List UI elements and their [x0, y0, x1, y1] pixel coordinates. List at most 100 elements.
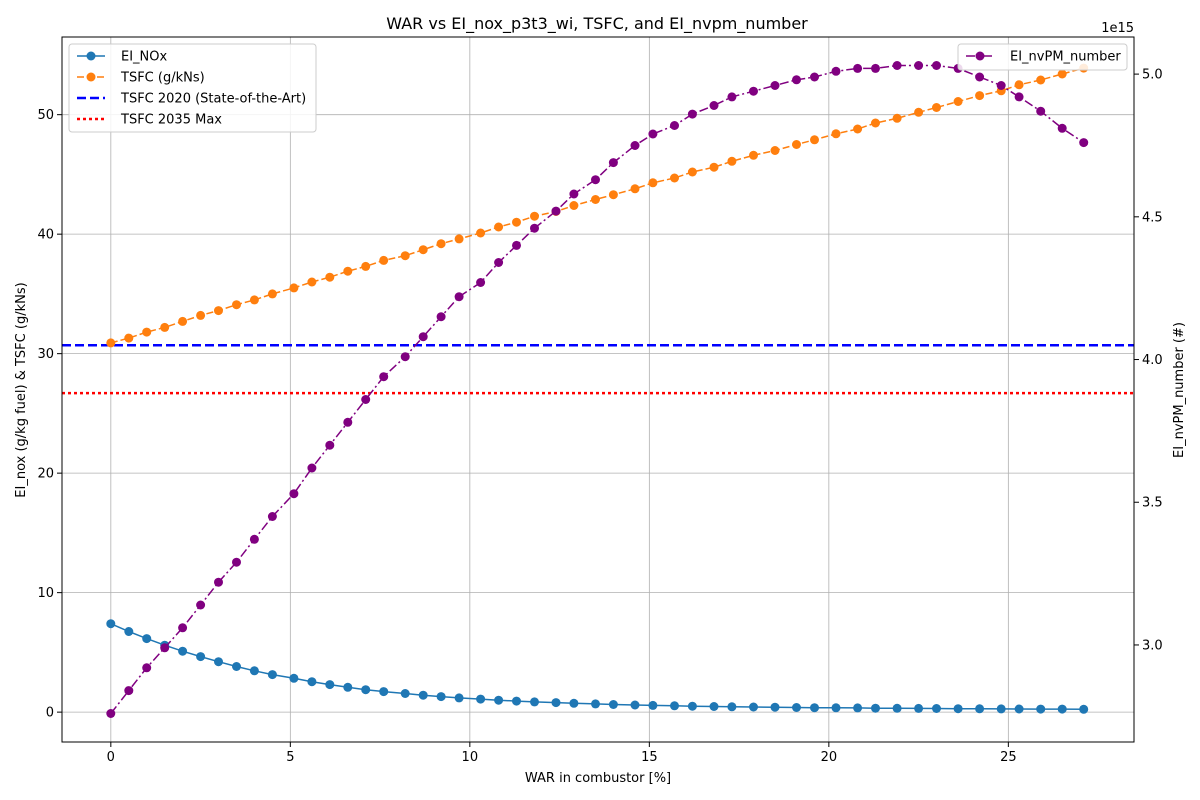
legend-label: EI_NOx — [121, 50, 168, 65]
data-point — [591, 699, 600, 709]
data-point — [892, 61, 902, 70]
data-point — [831, 129, 841, 139]
data-point — [996, 81, 1006, 90]
legend-marker — [86, 51, 96, 61]
data-point — [810, 135, 819, 145]
data-point — [196, 310, 206, 320]
data-series — [106, 61, 1089, 718]
data-point — [687, 167, 697, 177]
data-point — [591, 195, 600, 204]
data-point — [770, 81, 780, 90]
data-point — [106, 709, 116, 718]
data-point — [648, 129, 658, 139]
data-point — [530, 211, 539, 221]
data-point — [871, 703, 880, 713]
data-point — [512, 696, 521, 706]
data-point — [142, 634, 152, 644]
data-point — [687, 701, 697, 711]
data-point — [630, 184, 640, 194]
y-left-tick-label: 20 — [37, 467, 54, 482]
data-point — [249, 295, 259, 305]
data-point — [648, 178, 658, 188]
data-point — [249, 534, 259, 544]
data-point — [1014, 704, 1024, 714]
data-point — [608, 158, 618, 168]
data-point — [914, 61, 924, 70]
data-point — [214, 657, 223, 667]
data-point — [160, 322, 170, 332]
legend-label: TSFC 2035 Max — [120, 113, 222, 128]
axes: 0 5 10 15 20 25 0 10 20 30 40 50 3.0 3.5 4.0 4.5 5.0 — [37, 68, 1162, 765]
data-point — [1036, 106, 1046, 116]
data-point — [792, 703, 801, 712]
data-point — [810, 72, 819, 82]
data-point — [289, 673, 299, 683]
data-point — [670, 701, 679, 711]
y-left-tick-label: 10 — [37, 586, 54, 601]
y-right-tick-label: 3.5 — [1142, 496, 1163, 511]
data-point — [476, 228, 486, 238]
data-point — [727, 92, 737, 102]
data-point — [975, 704, 985, 714]
data-point — [648, 700, 658, 710]
data-point — [436, 239, 446, 249]
y-left-tick-label: 30 — [37, 347, 54, 362]
data-point — [1057, 704, 1067, 714]
data-point — [687, 109, 697, 119]
data-point — [106, 619, 116, 629]
data-point — [196, 600, 206, 610]
data-point — [307, 463, 317, 473]
data-point — [379, 372, 389, 382]
data-point — [530, 223, 539, 233]
data-point — [178, 623, 188, 633]
data-point — [630, 700, 640, 710]
data-point — [267, 670, 277, 680]
data-point — [831, 703, 841, 713]
data-point — [160, 643, 170, 653]
data-point — [1079, 138, 1089, 148]
data-point — [307, 677, 317, 687]
data-point — [454, 693, 464, 703]
data-point — [749, 150, 758, 160]
data-point — [494, 695, 504, 705]
y-left-tick-label: 40 — [37, 228, 54, 243]
legend-right: EI_nvPM_number — [957, 43, 1128, 71]
data-point — [608, 700, 618, 709]
data-point — [494, 222, 504, 232]
data-point — [530, 697, 539, 707]
data-point — [400, 689, 410, 698]
data-point — [249, 666, 259, 676]
data-point — [289, 489, 299, 499]
data-point — [232, 557, 241, 567]
data-point — [1057, 123, 1067, 133]
x-tick-label: 20 — [821, 750, 838, 765]
data-point — [670, 173, 679, 183]
grid — [62, 37, 1134, 742]
data-point — [709, 162, 719, 172]
data-point — [400, 352, 410, 362]
data-point — [325, 272, 335, 282]
data-point — [361, 261, 371, 271]
data-point — [454, 292, 464, 302]
data-point — [214, 577, 223, 587]
data-point — [892, 703, 902, 713]
data-point — [975, 91, 985, 101]
data-point — [975, 72, 985, 82]
y-left-tick-label: 50 — [37, 108, 54, 123]
y-right-tick-label: 3.0 — [1142, 638, 1163, 653]
legend-marker — [86, 72, 96, 82]
data-point — [418, 332, 428, 342]
data-point — [418, 245, 428, 255]
data-point — [1036, 704, 1046, 714]
data-point — [106, 338, 116, 348]
data-point — [178, 646, 188, 656]
x-tick-label: 5 — [286, 750, 294, 765]
data-point — [476, 278, 486, 287]
data-point — [343, 417, 353, 427]
legend-left: EI_NOx TSFC (g/kNs) TSFC 2020 (State-of-th… — [68, 43, 317, 133]
x-axis-label: WAR in combustor [%] — [525, 771, 671, 786]
data-point — [1014, 92, 1024, 102]
y-right-tick-label: 5.0 — [1142, 68, 1163, 83]
